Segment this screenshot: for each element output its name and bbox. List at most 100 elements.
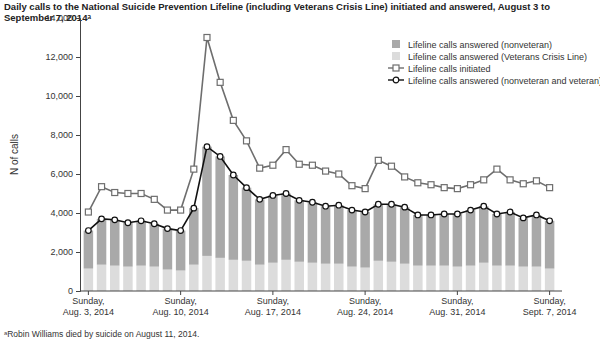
- marker: [454, 186, 460, 192]
- tick-label: 4,000: [50, 208, 73, 218]
- axis-line: [76, 19, 81, 292]
- tick-mark: [180, 291, 181, 295]
- marker: [336, 202, 342, 208]
- tick: 8,000: [50, 130, 80, 140]
- marker: [362, 209, 368, 215]
- tick-label: Sunday,Sept. 7, 2014: [523, 296, 577, 317]
- marker: [547, 218, 553, 224]
- bar: [97, 219, 106, 265]
- bar: [347, 210, 356, 267]
- footnote: ᵃRobin Williams died by suicide on Augus…: [4, 329, 199, 339]
- bar: [215, 258, 224, 291]
- marker: [125, 220, 131, 226]
- marker: [99, 216, 105, 222]
- bar: [189, 265, 198, 291]
- bar: [281, 260, 290, 291]
- marker: [217, 79, 223, 85]
- marker: [85, 209, 91, 215]
- legend: Lifeline calls answered (nonveteran)Life…: [388, 40, 600, 86]
- legend-item: Lifeline calls answered (nonveteran and …: [388, 76, 600, 86]
- marker: [112, 217, 118, 223]
- bar-series: [84, 147, 555, 271]
- marker: [468, 182, 474, 188]
- marker: [230, 117, 236, 123]
- marker: [178, 207, 184, 213]
- marker: [441, 211, 447, 217]
- marker: [533, 178, 539, 184]
- marker: [349, 183, 355, 189]
- tick-mark: [76, 291, 80, 292]
- bar: [400, 264, 409, 291]
- bar: [426, 215, 435, 266]
- marker: [138, 218, 144, 224]
- marker: [428, 182, 434, 188]
- bar: [136, 266, 145, 291]
- tick-label: 10,000: [45, 91, 73, 101]
- line-series: [86, 144, 553, 233]
- bar: [321, 206, 330, 264]
- bar: [439, 214, 448, 266]
- bar: [479, 263, 488, 291]
- bar: [453, 214, 462, 267]
- marker: [389, 201, 395, 207]
- bar: [268, 263, 277, 291]
- bar: [334, 205, 343, 264]
- bar: [453, 267, 462, 291]
- tick: Sunday,Aug. 10, 2014: [153, 291, 209, 317]
- tick-label: 12,000: [45, 52, 73, 62]
- marker: [520, 181, 526, 187]
- bar: [229, 260, 238, 291]
- tick: 4,000: [50, 208, 80, 218]
- axis-title: N of calls: [9, 134, 20, 175]
- marker: [415, 180, 421, 186]
- tick-mark: [76, 18, 80, 19]
- legend-label: Lifeline calls answered (Veterans Crisis…: [408, 52, 587, 62]
- bar: [492, 214, 501, 266]
- bar: [413, 266, 422, 291]
- tick-mark: [76, 213, 80, 214]
- bar: [150, 224, 159, 267]
- marker: [99, 184, 105, 190]
- marker: [244, 185, 250, 191]
- tick: Sunday,Aug. 3, 2014: [63, 291, 114, 317]
- bar: [413, 215, 422, 266]
- bar: [360, 212, 369, 268]
- legend-item: Lifeline calls answered (Veterans Crisis…: [392, 52, 587, 62]
- legend-label: Lifeline calls answered (nonveteran and …: [408, 76, 600, 86]
- bar: [176, 271, 185, 291]
- bar: [387, 262, 396, 291]
- legend-swatch: [392, 52, 400, 60]
- marker: [428, 212, 434, 218]
- legend-marker: [393, 77, 399, 83]
- bar: [84, 269, 93, 291]
- bar: [334, 264, 343, 291]
- bar: [347, 267, 356, 291]
- marker: [494, 166, 500, 172]
- marker: [481, 203, 487, 209]
- marker: [244, 138, 250, 144]
- bar: [505, 212, 514, 266]
- marker: [481, 177, 487, 183]
- tick: 14,000: [45, 13, 80, 23]
- marker: [270, 162, 276, 168]
- marker: [165, 226, 171, 232]
- bar: [136, 221, 145, 266]
- tick-mark: [76, 135, 80, 136]
- tick: Sunday,Sept. 7, 2014: [523, 291, 577, 317]
- tick: 0: [68, 286, 80, 296]
- tick-mark: [76, 96, 80, 97]
- tick-mark: [457, 291, 458, 295]
- tick-mark: [88, 291, 89, 295]
- bar: [242, 261, 251, 291]
- marker: [388, 163, 394, 169]
- marker: [191, 166, 197, 172]
- marker: [138, 191, 144, 197]
- marker: [257, 197, 263, 203]
- bar: [189, 208, 198, 265]
- tick-label: Sunday,Aug. 10, 2014: [153, 296, 209, 317]
- bar: [123, 223, 132, 267]
- tick: 10,000: [45, 91, 80, 101]
- bar: [242, 188, 251, 261]
- bar: [176, 231, 185, 271]
- bar: [466, 266, 475, 291]
